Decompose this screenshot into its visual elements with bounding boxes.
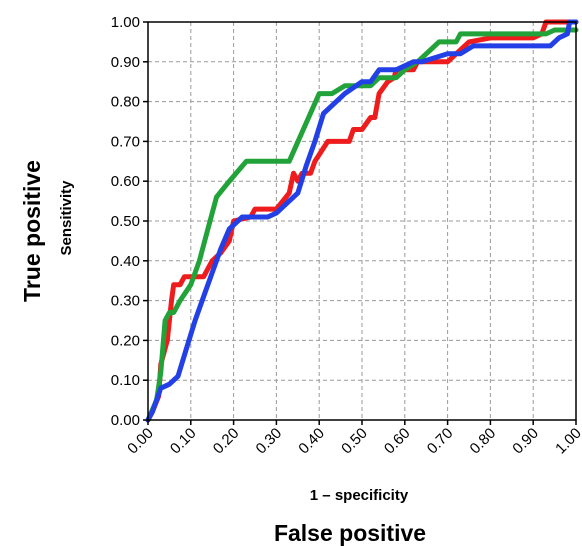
y-axis-label: Sensitivity: [58, 180, 75, 256]
x-axis-label: 1 – specificity: [310, 487, 409, 504]
roc-curve-3: [145, 19, 579, 423]
outer-x-axis-label: False positive: [274, 520, 426, 546]
y-tick-label: 0.10: [111, 372, 140, 389]
y-tick-label: 0.80: [111, 94, 140, 111]
tick-layer: 0.00 0.10 0.20 0.30 0.40 0.50 0.60 0.70 0.80 0.90…: [111, 14, 582, 457]
x-tick-label: 0.10: [167, 425, 200, 458]
x-tick-label: 0.00: [124, 425, 157, 458]
series-layer: [145, 19, 579, 423]
x-tick-label: 0.70: [424, 425, 457, 458]
y-tick-label: 0.90: [111, 54, 140, 71]
y-tick-label: 1.00: [111, 14, 140, 31]
x-tick-label: 0.80: [467, 425, 500, 458]
x-tick-label: 0.60: [381, 425, 414, 458]
y-tick-label: 0.20: [111, 332, 140, 349]
x-tick-label: 0.40: [295, 425, 328, 458]
y-tick-label: 0.30: [111, 293, 140, 310]
y-tick-label: 0.50: [111, 213, 140, 230]
y-tick-label: 0.00: [111, 412, 140, 429]
roc-curve-2: [145, 27, 579, 423]
x-tick-label: 0.20: [210, 425, 243, 458]
grid-layer: [148, 22, 576, 420]
roc-curve-1: [145, 19, 579, 423]
y-tick-label: 0.40: [111, 253, 140, 270]
y-tick-label: 0.60: [111, 173, 140, 190]
outer-y-axis-label: True positive: [19, 160, 45, 302]
y-tick-label: 0.70: [111, 133, 140, 150]
x-tick-label: 1.00: [552, 425, 582, 458]
x-tick-label: 0.30: [253, 425, 286, 458]
x-tick-label: 0.50: [338, 425, 371, 458]
x-tick-label: 0.90: [509, 425, 542, 458]
